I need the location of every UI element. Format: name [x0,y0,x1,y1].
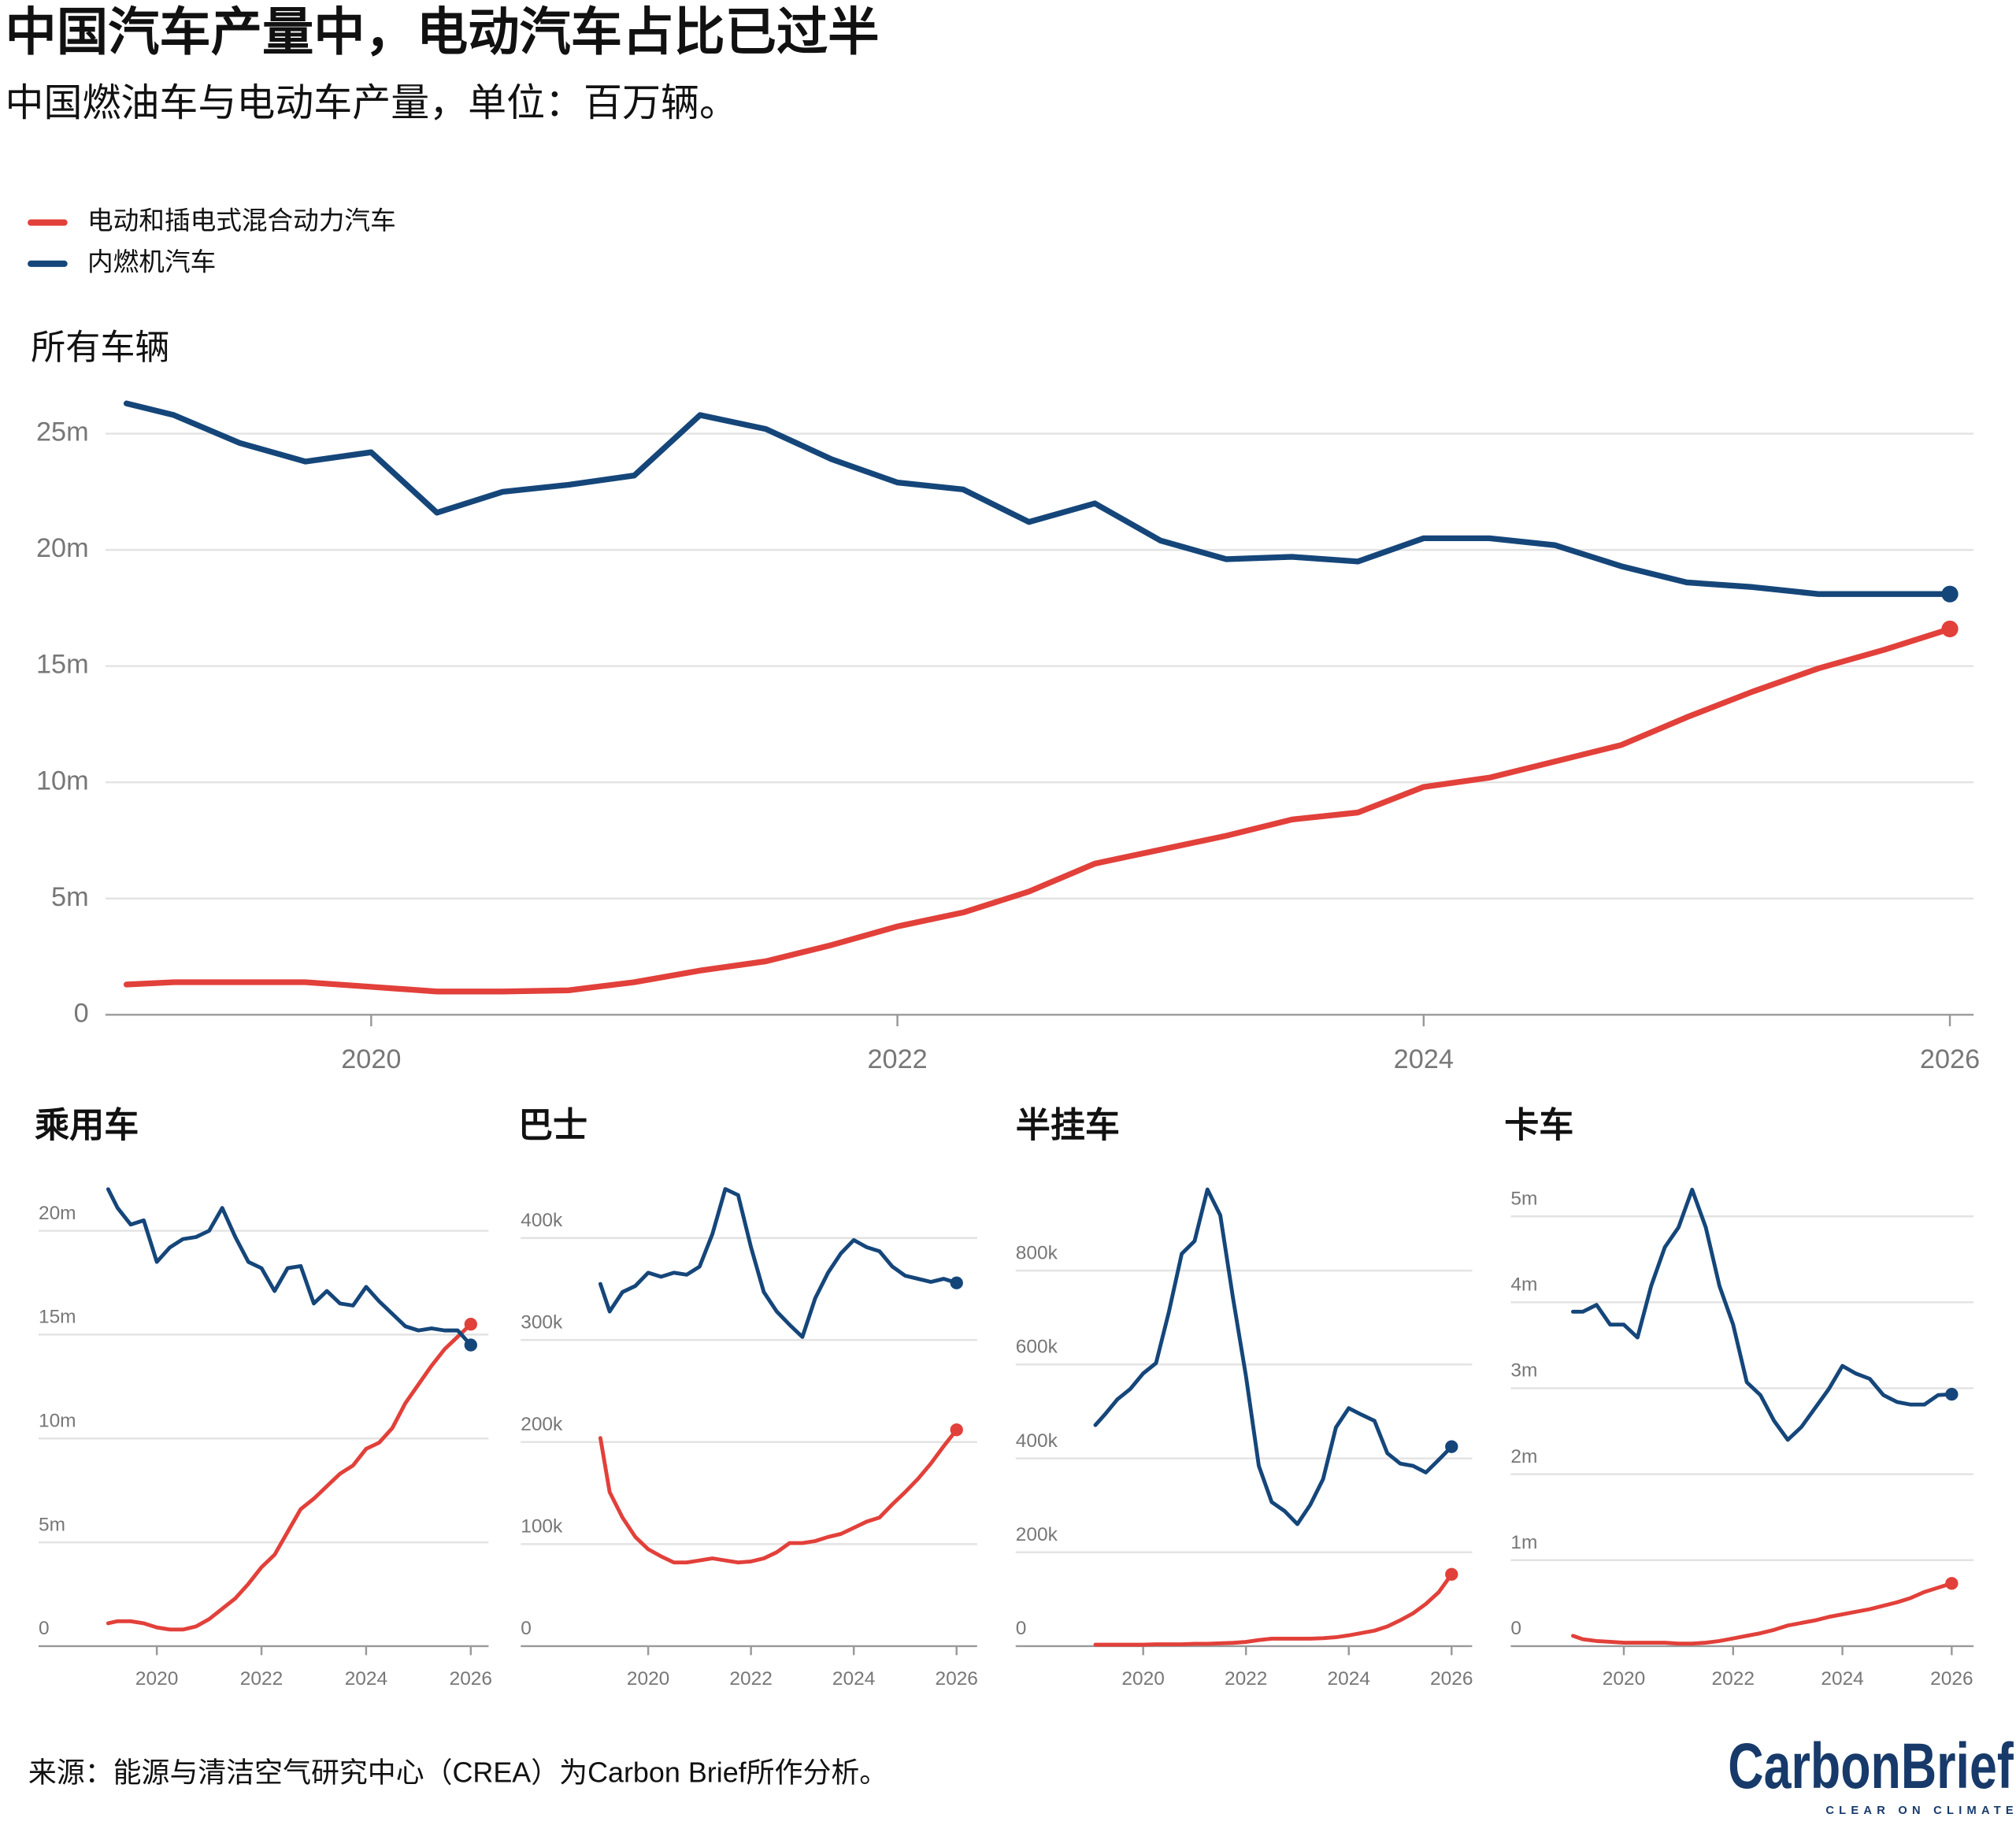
end-point [464,1318,477,1331]
x-tick-label: 2020 [627,1668,669,1690]
x-tick-label: 2022 [729,1668,772,1690]
page-subtitle: 中国燃油车与电动车产量，单位：百万辆。 [6,82,738,124]
series-line [598,1187,959,1339]
panel-title: 巴士 [518,1107,587,1145]
x-tick-label: 2024 [1821,1668,1863,1690]
series-line [106,1322,473,1632]
series-line [123,625,1953,995]
end-point [1941,585,1959,603]
y-tick-label: 25m [36,417,89,447]
y-tick-label: 200k [1016,1524,1058,1545]
y-tick-label: 300k [521,1312,563,1334]
y-tick-label: 15m [39,1307,76,1328]
y-tick-label: 600k [1016,1337,1058,1358]
y-tick-label: 0 [1016,1618,1027,1639]
series-line [1571,1581,1954,1646]
series-line [1093,1187,1454,1526]
x-tick-label: 2024 [832,1668,875,1690]
x-tick-label: 2024 [345,1668,387,1690]
x-tick-label: 2024 [1394,1044,1454,1074]
y-tick-label: 1m [1510,1532,1537,1553]
x-tick-label: 2022 [1225,1668,1267,1690]
x-tick-label: 2026 [935,1668,977,1690]
end-point [950,1423,963,1437]
panel-title: 半挂车 [1016,1107,1120,1145]
y-tick-label: 5m [39,1514,65,1535]
x-tick-label: 2022 [867,1044,927,1074]
y-tick-label: 3m [1510,1360,1537,1382]
y-tick-label: 0 [521,1618,532,1639]
y-tick-label: 200k [521,1414,563,1435]
series-line [1571,1187,1954,1442]
series-line [106,1187,473,1348]
x-tick-label: 2022 [1712,1668,1755,1690]
legend-label: 电动和插电式混合动力汽车 [87,206,396,235]
y-tick-label: 10m [39,1410,76,1431]
series-line [598,1427,959,1565]
x-tick-label: 2026 [1430,1668,1473,1690]
y-tick-label: 0 [1510,1618,1521,1639]
y-tick-label: 20m [39,1203,76,1224]
y-tick-label: 5m [1510,1188,1537,1209]
page-title: 中国汽车产量中，电动汽车占比已过半 [6,3,880,61]
series-line [123,400,1953,597]
logo-tagline: CLEAR ON CLIMATE [1825,1805,2014,1817]
y-tick-label: 15m [36,650,89,680]
legend-label: 内燃机汽车 [87,247,216,276]
end-point [1945,1577,1959,1590]
x-tick-label: 2020 [1121,1668,1164,1690]
x-tick-label: 2022 [240,1668,283,1690]
panel-title: 所有车辆 [31,328,169,367]
y-tick-label: 400k [1016,1430,1058,1452]
end-point [950,1276,963,1289]
y-tick-label: 100k [521,1516,563,1538]
end-point [1445,1567,1458,1581]
series-line [1093,1572,1454,1647]
end-point [1941,620,1959,638]
y-tick-label: 2m [1510,1446,1537,1467]
y-tick-label: 800k [1016,1242,1058,1263]
source-note: 来源：能源与清洁空气研究中心（CREA）为Carbon Brief所作分析。 [28,1756,888,1789]
y-tick-label: 5m [51,882,89,912]
end-point [1945,1387,1959,1401]
x-tick-label: 2026 [1930,1668,1973,1690]
x-tick-label: 2026 [450,1668,492,1690]
x-tick-label: 2024 [1328,1668,1370,1690]
x-tick-label: 2020 [341,1044,401,1074]
y-tick-label: 10m [36,766,89,796]
y-tick-label: 0 [39,1618,50,1639]
y-tick-label: 4m [1510,1274,1537,1296]
y-tick-label: 0 [74,998,89,1028]
panel-title: 卡车 [1504,1107,1573,1145]
x-tick-label: 2026 [1920,1044,1980,1074]
logo: CarbonBrief [1728,1730,2014,1802]
y-tick-label: 400k [521,1210,563,1231]
end-point [464,1338,477,1352]
x-tick-label: 2020 [1603,1668,1645,1690]
end-point [1445,1440,1458,1453]
x-tick-label: 2020 [135,1668,178,1690]
y-tick-label: 20m [36,533,89,563]
panel-title: 乘用车 [35,1107,139,1145]
